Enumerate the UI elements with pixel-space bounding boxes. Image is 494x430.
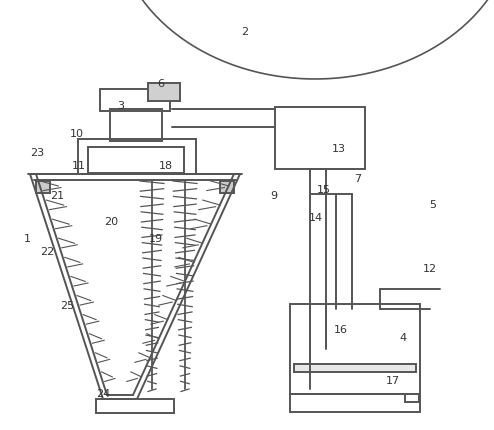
Text: 14: 14	[309, 212, 323, 222]
Text: 13: 13	[331, 143, 345, 154]
Bar	[405, 394, 419, 402]
Text: 7: 7	[355, 173, 362, 184]
Bar	[275, 108, 365, 169]
Text: 6: 6	[157, 79, 164, 89]
Text: 18: 18	[159, 160, 172, 171]
Text: 11: 11	[72, 160, 86, 171]
Text: 15: 15	[317, 184, 330, 194]
Bar	[148, 84, 180, 102]
Bar	[88, 147, 184, 174]
Text: 3: 3	[118, 100, 124, 111]
Text: 19: 19	[149, 233, 163, 244]
Bar	[290, 304, 420, 394]
Bar	[96, 399, 174, 413]
Text: 22: 22	[40, 246, 54, 257]
Text: 5: 5	[429, 199, 436, 209]
Text: 12: 12	[423, 264, 437, 274]
Text: 4: 4	[399, 332, 406, 343]
Text: 10: 10	[70, 128, 83, 138]
Bar	[290, 394, 420, 412]
Text: 9: 9	[271, 190, 278, 201]
Text: 23: 23	[30, 147, 44, 158]
Bar	[294, 364, 416, 372]
Text: 17: 17	[386, 375, 400, 386]
Bar	[36, 181, 50, 194]
Text: 25: 25	[60, 300, 74, 310]
Bar	[100, 90, 170, 112]
Text: 24: 24	[97, 388, 111, 399]
Text: 21: 21	[50, 190, 64, 201]
Text: 1: 1	[24, 233, 31, 244]
Bar	[78, 140, 196, 175]
Text: 2: 2	[241, 27, 248, 37]
Text: 20: 20	[104, 216, 118, 227]
Text: 16: 16	[334, 324, 348, 334]
Bar	[220, 181, 234, 194]
Bar	[110, 110, 162, 141]
